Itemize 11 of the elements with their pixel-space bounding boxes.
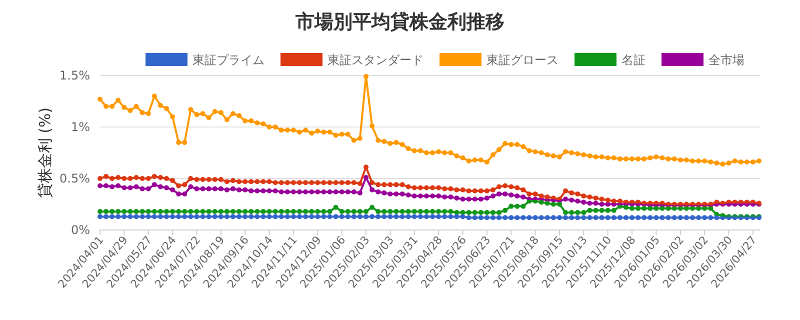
legend-label: 東証スタンダード <box>328 53 424 67</box>
legend-label: 全市場 <box>708 53 744 67</box>
y-tick-label: 0.5% <box>60 172 90 186</box>
legend-label: 東証グロース <box>486 53 558 67</box>
chart-title: 市場別平均貸株金利推移 <box>294 11 504 33</box>
legend-label: 東証プライム <box>192 53 264 67</box>
y-axis-title: 貸株金利 (%) <box>36 107 54 198</box>
legend-label: 名証 <box>622 53 646 67</box>
y-tick-label: 1% <box>70 120 90 134</box>
y-tick-label: 1.5% <box>60 68 90 82</box>
y-tick-label: 0% <box>70 223 90 237</box>
